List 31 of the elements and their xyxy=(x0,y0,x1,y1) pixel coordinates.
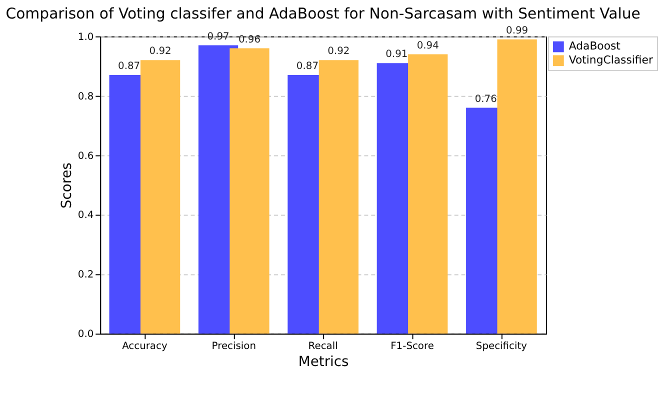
data-label: 0.97 xyxy=(207,31,230,42)
legend-label: VotingClassifier xyxy=(568,54,654,67)
data-label: 0.94 xyxy=(416,40,439,52)
x-tick-label: Specificity xyxy=(476,341,528,352)
y-tick-label: 0.2 xyxy=(78,270,94,281)
chart-title: Comparison of Voting classifer and AdaBoost for Non-Sarcasam with Sentiment Value xyxy=(6,4,640,23)
bar xyxy=(408,54,448,334)
y-tick-label: 0.8 xyxy=(78,91,94,102)
data-label: 0.99 xyxy=(506,25,528,36)
data-label: 0.76 xyxy=(474,94,497,105)
data-label: 0.96 xyxy=(238,34,261,46)
data-label: 0.92 xyxy=(328,46,350,58)
x-tick-label: Precision xyxy=(212,341,256,352)
bar xyxy=(230,48,270,334)
x-axis-title: Metrics xyxy=(298,354,349,370)
legend-label: AdaBoost xyxy=(568,40,622,53)
data-label: 0.87 xyxy=(118,61,140,72)
y-tick-label: 0.0 xyxy=(78,329,94,340)
y-axis-title: Scores xyxy=(58,162,75,209)
x-tick-label: Recall xyxy=(308,341,338,352)
bar xyxy=(140,60,180,334)
bar xyxy=(318,60,359,334)
data-label: 0.91 xyxy=(386,49,408,60)
y-tick-label: 1.0 xyxy=(78,32,94,43)
x-tick-label: Accuracy xyxy=(122,341,168,352)
data-label: 0.87 xyxy=(296,61,318,72)
y-tick-label: 0.4 xyxy=(78,210,94,222)
x-tick-label: F1-Score xyxy=(390,341,434,352)
y-tick-label: 0.6 xyxy=(78,150,94,162)
bar xyxy=(497,39,537,334)
data-label: 0.92 xyxy=(149,46,172,58)
